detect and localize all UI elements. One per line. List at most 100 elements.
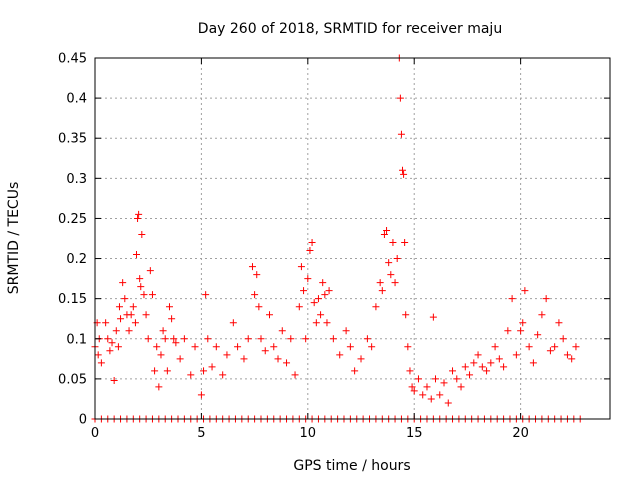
data-point [266,311,274,319]
data-point [140,291,148,299]
data-point [378,287,386,295]
data-point [202,291,210,299]
x-tick-label: 15 [406,426,423,441]
data-point [151,367,159,375]
data-points [91,54,584,423]
data-point [251,291,259,299]
data-point [170,335,178,343]
data-point [483,367,491,375]
y-tick-label: 0.3 [66,172,87,187]
data-point [534,331,542,339]
data-point [197,391,205,399]
data-point [457,383,465,391]
data-point [312,319,320,327]
data-point [317,311,325,319]
data-point [329,335,337,343]
data-point [115,303,123,311]
data-point [306,247,314,255]
data-point [436,391,444,399]
data-point [161,335,169,343]
data-point [408,383,416,391]
data-point [108,339,116,347]
y-tick-label: 0.2 [66,252,87,267]
data-point [302,335,310,343]
data-point [310,299,318,307]
y-tick-label: 0.1 [66,332,87,347]
data-point [521,287,529,295]
data-point [346,343,354,351]
data-point [255,303,263,311]
data-point [142,311,150,319]
data-point [104,335,112,343]
y-tick-label: 0.45 [58,52,87,67]
data-point [419,391,427,399]
data-point [538,311,546,319]
data-point [300,287,308,295]
data-point [144,335,152,343]
x-tick-label: 10 [300,426,317,441]
data-point [357,355,365,363]
data-point [191,343,199,351]
data-point [342,327,350,335]
data-point [487,359,495,367]
data-point [110,376,118,384]
y-tick-label: 0.05 [58,372,87,387]
data-point [308,239,316,247]
x-tick-label: 5 [197,426,205,441]
data-point [223,351,231,359]
data-point [402,311,410,319]
data-point [157,351,165,359]
data-point [427,395,435,403]
data-point [319,279,327,287]
data-point [323,319,331,327]
data-point [204,335,212,343]
data-point [187,371,195,379]
data-point [325,287,333,295]
data-point [117,315,125,323]
data-point [410,387,418,395]
data-point [153,343,161,351]
data-point [119,279,127,287]
data-point [136,275,144,283]
data-point [363,335,371,343]
y-tick-label: 0.35 [58,132,87,147]
data-point [114,343,122,351]
data-point [429,313,437,321]
data-point [229,319,237,327]
data-point [234,343,242,351]
data-point [525,343,533,351]
data-point [563,351,571,359]
data-point [559,335,567,343]
data-point [97,359,105,367]
data-point [368,343,376,351]
data-point [129,303,137,311]
data-point [440,379,448,387]
data-point [106,347,114,355]
data-point [529,359,537,367]
data-point [274,355,282,363]
data-point [401,239,409,247]
y-tick-label: 0.15 [58,292,87,307]
data-point [283,359,291,367]
grid-lines [95,58,610,419]
data-point [478,363,486,371]
data-point [148,291,156,299]
x-tick-label: 20 [512,426,529,441]
data-point [406,367,414,375]
data-point [466,371,474,379]
data-point [431,375,439,383]
data-point [461,363,469,371]
data-point [172,339,180,347]
data-point [208,363,216,371]
data-point [314,295,322,303]
data-point [212,343,220,351]
data-point [248,263,256,271]
data-point [297,263,305,271]
data-point [125,327,133,335]
x-tick-label: 0 [91,426,99,441]
y-tick-label: 0.25 [58,212,87,227]
data-point [376,279,384,287]
data-point [519,319,527,327]
data-point [393,255,401,263]
chart-title: Day 260 of 2018, SRMTID for receiver maj… [198,21,502,37]
